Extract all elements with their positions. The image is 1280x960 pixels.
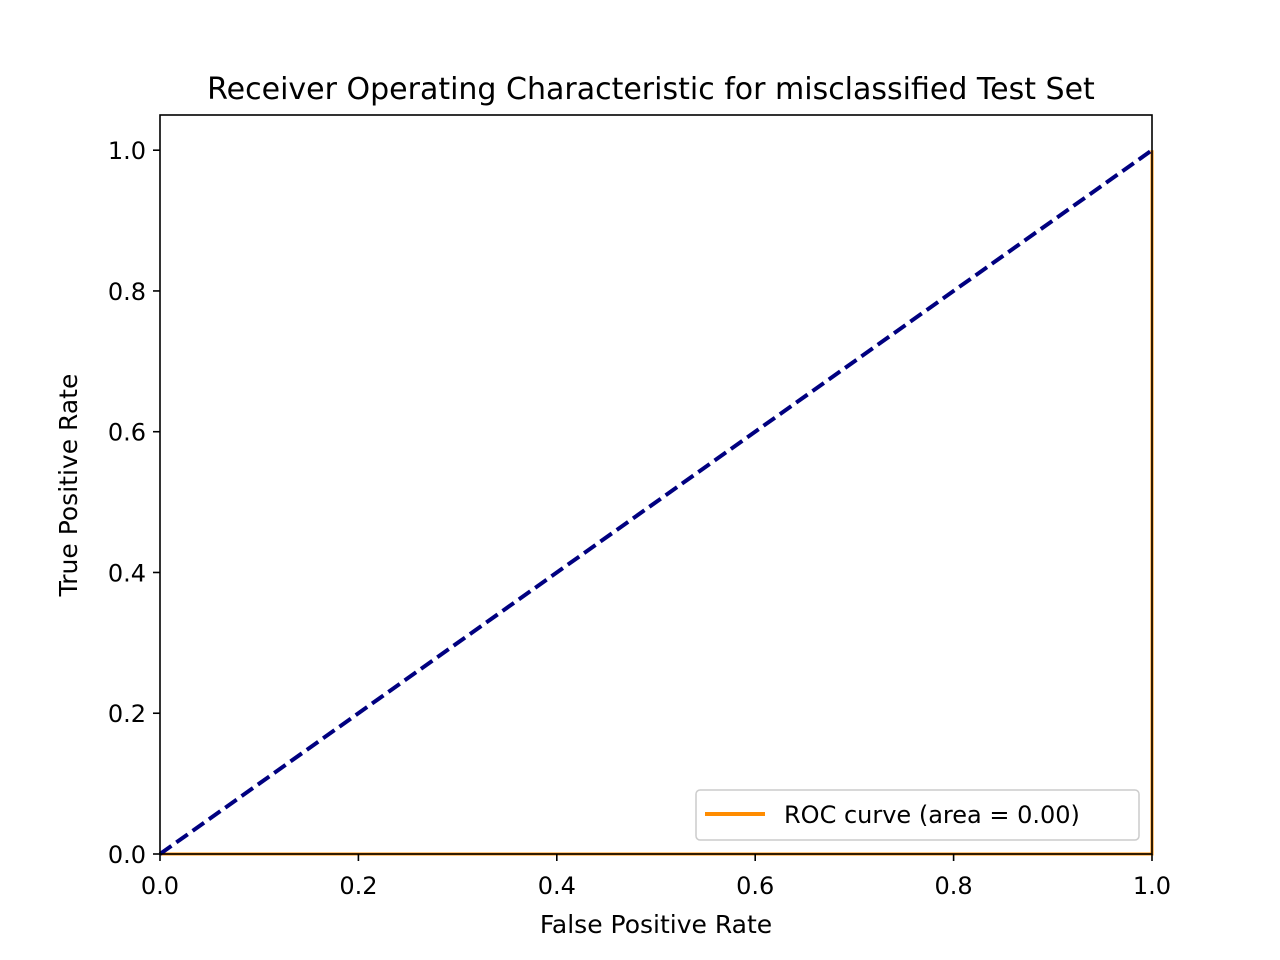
x-tick-label: 0.0	[141, 872, 179, 900]
x-tick-label: 0.2	[339, 872, 377, 900]
plot-area	[158, 148, 1154, 856]
x-tick-label: 0.6	[736, 872, 774, 900]
y-tick-label: 0.0	[108, 841, 146, 869]
x-tick-label: 1.0	[1133, 872, 1171, 900]
legend-box	[695, 789, 1140, 841]
y-tick-label: 0.4	[108, 559, 146, 587]
reference-diagonal-line	[158, 148, 1154, 856]
x-axis-label: False Positive Rate	[540, 910, 772, 939]
y-tick-label: 0.8	[108, 278, 146, 306]
chart-title: Receiver Operating Characteristic for mi…	[207, 72, 1095, 107]
axes-frame	[159, 114, 1153, 855]
y-tick-label: 1.0	[108, 137, 146, 165]
axis-ticks: 0.0 0.2 0.4 0.6 0.8 1.0 0.0 0.2 0.4 0.6 0.8 1.0	[108, 137, 1171, 900]
x-tick-label: 0.4	[538, 872, 576, 900]
y-tick-label: 0.6	[108, 419, 146, 447]
y-axis-label: True Positive Rate	[54, 374, 83, 598]
y-tick-label: 0.2	[108, 700, 146, 728]
legend: ROC curve (area = 0.00)	[695, 789, 1140, 841]
x-tick-label: 0.8	[935, 872, 973, 900]
legend-entry-roc-curve: ROC curve (area = 0.00)	[784, 801, 1080, 829]
